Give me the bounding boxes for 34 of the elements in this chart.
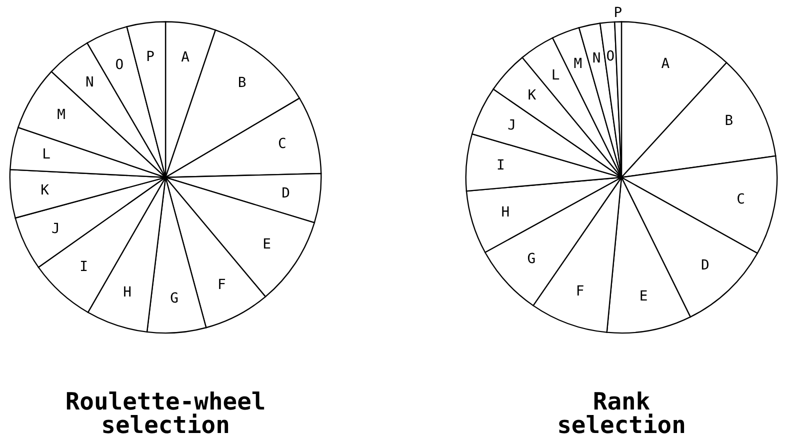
slice-label: C: [736, 192, 745, 208]
slice-label: P: [146, 48, 154, 65]
slice-label: O: [606, 48, 615, 64]
slice-label: C: [278, 136, 286, 152]
slice-label: D: [700, 257, 710, 274]
slice-label: E: [262, 236, 271, 252]
slice-label: O: [115, 57, 124, 74]
slice-label: L: [42, 146, 50, 163]
slice-label: A: [661, 56, 670, 72]
slice-label: G: [170, 290, 178, 306]
slice-label: E: [639, 288, 648, 305]
slice-label: K: [528, 87, 537, 104]
slice-label: B: [724, 112, 734, 129]
slice-label: F: [576, 283, 584, 300]
slice-label: J: [52, 221, 60, 238]
slice-label: G: [527, 250, 536, 267]
slice-label: M: [574, 56, 582, 72]
slice-label: N: [592, 50, 601, 67]
slice-label: A: [181, 50, 190, 66]
slice-label: L: [551, 67, 560, 84]
slice-label: I: [80, 259, 88, 276]
slice-label: D: [282, 186, 290, 202]
slice-label: B: [238, 75, 246, 92]
slice-label: J: [508, 117, 516, 134]
slice-label: K: [40, 182, 50, 198]
slice-label: M: [57, 107, 66, 124]
slice-label: H: [501, 204, 510, 221]
text: Rank selection: [557, 387, 686, 438]
slice-label: N: [85, 74, 94, 91]
text: Roulette-wheel selection: [65, 387, 266, 438]
slice-label: H: [123, 284, 132, 301]
slice-label: I: [496, 158, 505, 174]
slice-label: F: [217, 276, 226, 293]
slice-label: P: [614, 4, 622, 21]
